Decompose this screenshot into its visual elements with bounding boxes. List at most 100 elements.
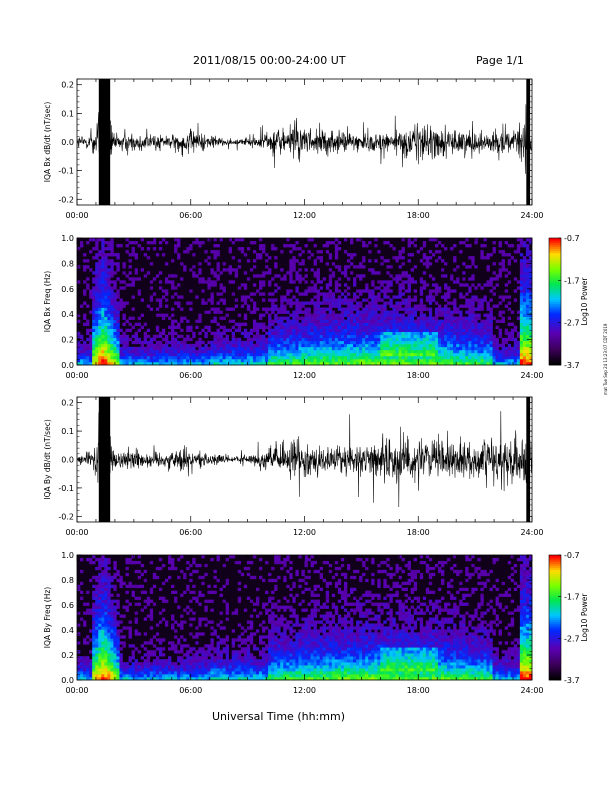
spectrogram-cell <box>195 599 199 603</box>
spectrogram-cell <box>389 316 393 320</box>
spectrogram-cell <box>113 656 117 660</box>
spectrogram-cell <box>459 355 463 360</box>
spectrogram-cell <box>501 349 505 354</box>
spectrogram-cell <box>331 331 336 336</box>
spectrogram-cell <box>259 358 263 363</box>
spectrogram-cell <box>377 316 381 320</box>
spectrogram-cell <box>516 361 521 366</box>
spectrogram-cell <box>122 343 126 348</box>
spectrogram-cell <box>450 346 454 351</box>
spectrogram-cell <box>268 298 272 302</box>
spectrogram-cell <box>149 614 154 618</box>
spectrogram-cell <box>149 662 154 666</box>
spectrogram-cell <box>101 644 105 648</box>
spectrogram-cell <box>389 280 393 284</box>
spectrogram-cell <box>204 325 208 330</box>
spectrogram-cell <box>362 358 366 363</box>
spectrogram-cell <box>158 334 163 339</box>
spectrogram-cell <box>225 349 229 354</box>
spectrogram-cell <box>131 280 135 284</box>
spectrogram-cell <box>292 343 296 348</box>
spectrogram-cell <box>407 340 411 345</box>
spectrogram-cell <box>301 343 305 348</box>
spectrogram-cell <box>113 337 117 342</box>
spectrogram-cell <box>177 241 181 245</box>
spectrogram-cell <box>483 322 487 326</box>
spectrogram-cell <box>465 343 469 348</box>
spectrogram-cell <box>353 322 357 326</box>
spectrogram-cell <box>171 259 175 263</box>
spectrogram-cell <box>525 343 530 348</box>
spectrogram-cell <box>249 310 254 314</box>
spectrogram-cell <box>368 268 372 272</box>
spectrogram-cell <box>219 346 223 351</box>
spectrogram-cell <box>95 247 99 251</box>
spectrogram-cell <box>171 644 175 648</box>
spectrogram-cell <box>413 244 418 248</box>
spectrogram-cell <box>186 334 190 339</box>
spectrogram-cell <box>152 644 157 648</box>
spectrogram-cell <box>353 253 357 257</box>
spectrogram-cell <box>325 286 330 290</box>
spectrogram-cell <box>456 349 460 354</box>
spectrogram-cell <box>471 322 475 326</box>
spectrogram-cell <box>444 283 448 287</box>
spectrogram-cell <box>386 361 390 366</box>
spectrogram-cell <box>407 316 411 320</box>
spectrogram-cell <box>171 557 175 562</box>
spectrogram-cell <box>177 352 181 357</box>
spectrogram-cell <box>222 647 226 651</box>
spectrogram-cell <box>161 346 166 351</box>
spectrogram-cell <box>210 307 214 311</box>
spectrogram-cell <box>447 343 451 348</box>
spectrogram-cell <box>158 653 163 657</box>
spectrogram-cell <box>298 316 302 320</box>
spectrogram-cell <box>334 247 339 251</box>
spectrogram-cell <box>243 352 248 357</box>
spectrogram-cell <box>383 346 387 351</box>
spectrogram-cell <box>116 268 120 272</box>
spectrogram-cell <box>122 313 126 317</box>
spectrogram-cell <box>158 280 163 284</box>
spectrogram-cell <box>465 316 469 320</box>
spectrogram-cell <box>392 328 396 333</box>
spectrogram-cell <box>292 355 296 360</box>
spectrogram-cell <box>161 328 166 333</box>
spectrogram-cell <box>283 340 287 345</box>
spectrogram-cell <box>225 355 229 360</box>
spectrogram-cell <box>413 361 418 366</box>
spectrogram-cell <box>86 241 90 245</box>
spectrogram-cell <box>95 578 99 583</box>
spectrogram-cell <box>216 355 220 360</box>
spectrogram-cell <box>471 262 475 266</box>
spectrogram-cell <box>474 241 478 245</box>
spectrogram-cell <box>95 659 99 663</box>
spectrogram-cell <box>522 352 527 357</box>
spectrogram-cell <box>92 668 96 672</box>
spectrogram-cell <box>471 313 475 317</box>
spectrogram-cell <box>343 238 348 242</box>
spectrogram-cell <box>340 358 345 363</box>
spectrogram-cell <box>371 283 375 287</box>
spectrogram-cell <box>137 328 141 333</box>
spectrogram-cell <box>110 286 114 290</box>
spectrogram-cell <box>186 355 190 360</box>
colorbar-label: Log10 Power <box>580 277 589 326</box>
spectrogram-cell <box>177 671 181 675</box>
spectrogram-cell <box>513 289 518 293</box>
colorbar-segment <box>549 242 561 245</box>
spectrogram-cell <box>392 331 396 336</box>
spectrogram-cell <box>195 340 199 345</box>
spectrogram-cell <box>210 626 214 630</box>
spectrogram-cell <box>522 328 527 333</box>
spectrogram-cell <box>404 334 408 339</box>
spectrogram-cell <box>322 316 327 320</box>
spectrogram-cell <box>225 674 229 678</box>
spectrogram-cell <box>365 307 369 311</box>
spectrogram-cell <box>110 328 114 333</box>
spectrogram-cell <box>404 337 408 342</box>
spectrogram-cell <box>155 343 160 348</box>
spectrogram-cell <box>362 310 366 314</box>
spectrogram-cell <box>462 349 466 354</box>
spectrogram-cell <box>441 346 445 351</box>
